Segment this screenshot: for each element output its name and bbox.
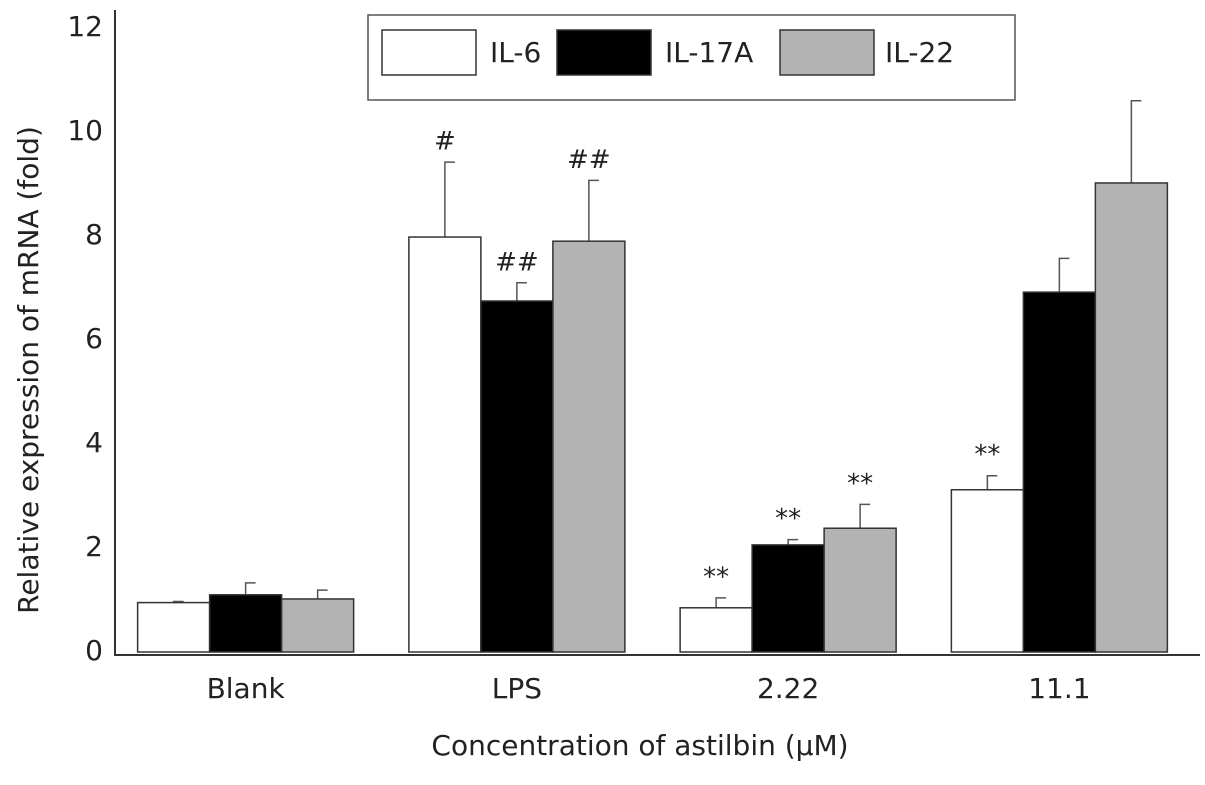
error-bar — [588, 179, 599, 242]
legend-swatch — [556, 29, 652, 76]
error-bar — [444, 161, 455, 238]
annotation: ** — [775, 504, 801, 534]
error-bar — [1058, 257, 1070, 293]
bar — [136, 601, 211, 653]
error-bar — [244, 582, 256, 595]
error-bar — [1130, 100, 1142, 183]
y-tick-label: 6 — [85, 322, 103, 355]
bar — [823, 527, 897, 653]
x-tick-label: 11.1 — [1028, 672, 1090, 705]
bar — [280, 598, 355, 653]
x-tick-label: LPS — [492, 672, 542, 705]
legend-swatch — [779, 29, 875, 76]
y-axis-label: Relative expression of mRNA (fold) — [12, 126, 45, 614]
legend-swatch — [381, 29, 477, 76]
error-bar — [715, 597, 727, 608]
bar — [751, 544, 825, 653]
bar — [408, 236, 482, 653]
annotation: ** — [974, 440, 1000, 470]
x-tick-label: Blank — [207, 672, 286, 705]
annotation: ## — [567, 145, 611, 175]
y-tick-label: 2 — [85, 530, 103, 563]
error-bar — [787, 538, 799, 545]
error-bar — [859, 503, 871, 529]
error-bar — [316, 589, 328, 599]
annotation: ## — [495, 247, 539, 277]
annotation: ** — [703, 562, 729, 592]
bar — [950, 489, 1025, 653]
error-bar — [516, 282, 527, 301]
legend-label: IL-17A — [665, 36, 753, 69]
x-tick-label: 2.22 — [757, 672, 819, 705]
error-bar — [986, 474, 998, 490]
bar — [1022, 291, 1097, 653]
x-axis-label: Concentration of astilbin (μM) — [431, 729, 848, 762]
y-tick-label: 10 — [67, 114, 103, 147]
bar — [1094, 182, 1169, 653]
bar — [552, 240, 626, 653]
y-tick-label: 0 — [85, 634, 103, 667]
annotation: # — [434, 127, 456, 157]
y-tick-label: 12 — [67, 10, 103, 43]
annotation: ** — [847, 469, 873, 499]
bar — [208, 594, 283, 653]
legend-label: IL-22 — [885, 36, 954, 69]
y-tick-label: 8 — [85, 218, 103, 251]
bar — [679, 607, 753, 653]
y-tick-label: 4 — [85, 426, 103, 459]
legend-label: IL-6 — [490, 36, 541, 69]
bar — [480, 300, 554, 653]
